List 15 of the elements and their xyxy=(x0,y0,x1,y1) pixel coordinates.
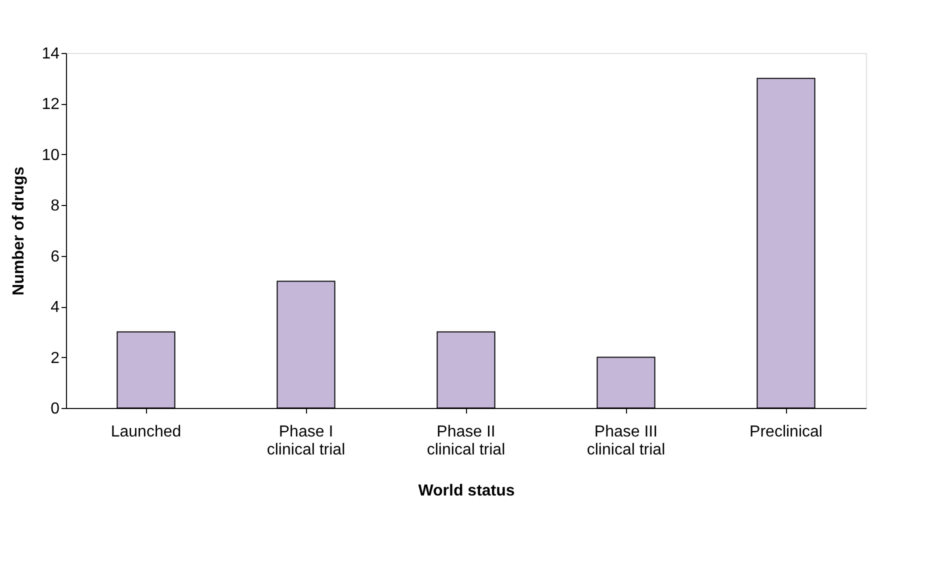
y-tick-label: 4 xyxy=(50,299,60,316)
y-tick-label: 14 xyxy=(42,46,60,62)
x-tick-label: Phase II clinical trial xyxy=(426,424,506,458)
x-tick-label: Phase I clinical trial xyxy=(266,424,346,458)
y-axis-title: Number of drugs xyxy=(10,166,28,296)
x-tick-label: Preclinical xyxy=(750,424,822,440)
y-tick-label: 6 xyxy=(50,248,60,266)
x-tick-label: Launched xyxy=(110,424,182,440)
y-tick-label: 8 xyxy=(50,198,60,215)
y-tick-label: 10 xyxy=(42,146,60,164)
x-axis-title: World status xyxy=(418,482,515,500)
y-tick-label: 0 xyxy=(50,400,60,418)
y-tick-label: 2 xyxy=(50,350,60,367)
x-tick-label: Phase III clinical trial xyxy=(586,424,666,458)
y-tick-label: 12 xyxy=(42,96,60,114)
